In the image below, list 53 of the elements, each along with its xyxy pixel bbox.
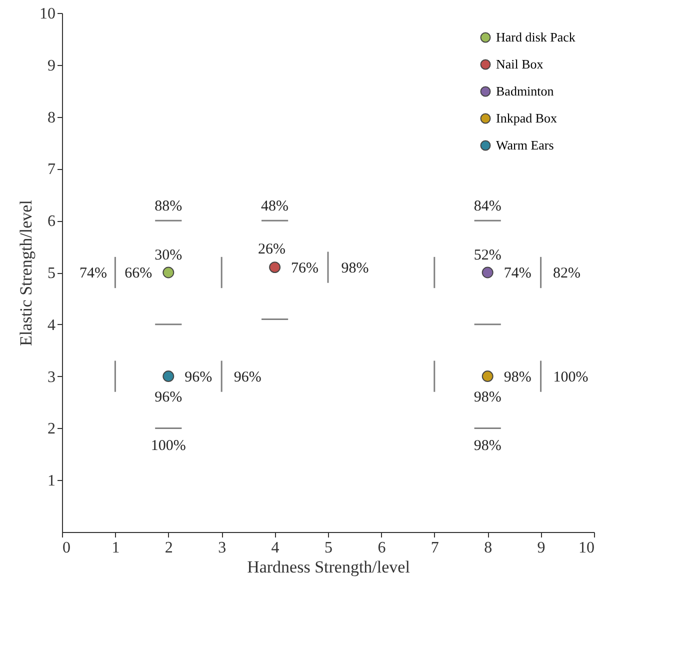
y-tick-label: 3 bbox=[48, 368, 56, 386]
annotation: 52% bbox=[474, 248, 502, 264]
y-tick-label: 9 bbox=[48, 57, 56, 74]
legend-label: Inkpad Box bbox=[496, 110, 558, 126]
x-tick-label: 2 bbox=[164, 540, 173, 556]
annotation: 100% bbox=[150, 438, 186, 454]
annotation: 76% bbox=[291, 260, 319, 276]
legend-label: Hard disk Pack bbox=[496, 30, 576, 44]
annotation: 96% bbox=[184, 369, 212, 386]
x-tick-label: 8 bbox=[484, 540, 492, 556]
x-tick-label: 1 bbox=[112, 540, 120, 556]
x-tick-label: 7 bbox=[430, 540, 439, 556]
annotation: 98% bbox=[474, 438, 502, 454]
y-tick-label: 2 bbox=[48, 420, 56, 438]
point bbox=[269, 262, 281, 274]
y-tick-label: 4 bbox=[48, 316, 56, 334]
x-tick-label: 4 bbox=[271, 540, 280, 556]
legend-label: Nail Box bbox=[496, 56, 544, 72]
annotation: 98% bbox=[474, 389, 502, 406]
annotation: 74% bbox=[504, 266, 532, 282]
x-tick-label: 6 bbox=[378, 540, 386, 556]
point bbox=[482, 266, 494, 278]
annotation: 96% bbox=[154, 389, 182, 406]
legend-label: Warm Ears bbox=[496, 138, 554, 152]
point bbox=[162, 370, 174, 382]
y-tick-label: 10 bbox=[40, 6, 56, 22]
x-tick-label: 5 bbox=[324, 540, 332, 556]
y-tick-label: 7 bbox=[48, 161, 56, 178]
annotation: 74% bbox=[79, 266, 107, 282]
annotation: 88% bbox=[154, 198, 182, 215]
annotation: 100% bbox=[553, 369, 588, 386]
annotation: 26% bbox=[258, 241, 286, 258]
y-tick-label: 8 bbox=[48, 109, 56, 126]
annotation: 48% bbox=[261, 198, 289, 215]
annotation: 96% bbox=[234, 369, 262, 386]
x-axis-title: Hardness Strength/level bbox=[247, 558, 410, 576]
annotation: 98% bbox=[341, 260, 369, 276]
x-tick-label: 10 bbox=[578, 540, 594, 556]
annotation: 82% bbox=[553, 266, 581, 282]
annotation: 66% bbox=[124, 266, 152, 282]
x-tick-label: 3 bbox=[218, 540, 226, 556]
point bbox=[482, 370, 494, 382]
y-tick-label: 1 bbox=[48, 472, 56, 490]
legend-label: Badminton bbox=[496, 84, 554, 98]
y-tick-label: 5 bbox=[48, 265, 56, 282]
annotation: 30% bbox=[154, 248, 182, 264]
annotation: 98% bbox=[504, 369, 532, 386]
x-tick-label: 0 bbox=[62, 540, 70, 556]
point bbox=[162, 266, 174, 278]
y-tick-label: 6 bbox=[48, 213, 56, 230]
y-axis-title: Elastic Strength/level bbox=[16, 200, 36, 346]
annotation: 84% bbox=[474, 198, 502, 215]
x-tick-label: 9 bbox=[537, 540, 546, 556]
